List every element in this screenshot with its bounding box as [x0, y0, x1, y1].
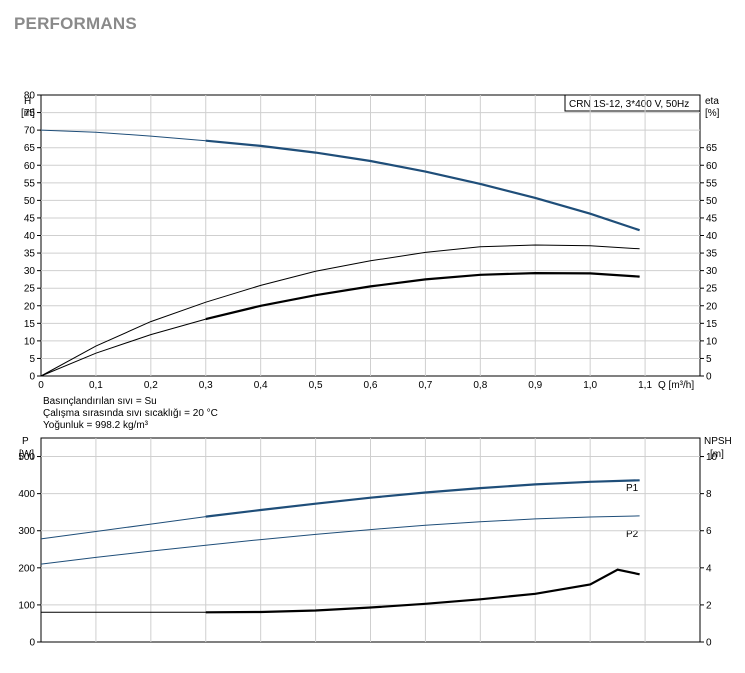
- series-label-p1: P1: [626, 483, 639, 494]
- chart1-model-box: [564, 94, 701, 112]
- chart2-ylabel-left-2: [W]: [19, 449, 34, 460]
- chart1-ytick-left-label: 65: [24, 143, 36, 154]
- chart1-ytick-right-label: 65: [706, 143, 718, 154]
- chart1-ytick-right-label: 45: [706, 213, 718, 224]
- chart2-series-1-operating-range: [205, 479, 640, 518]
- chart2-ytick-left-label: 0: [29, 638, 35, 649]
- chart2-ytick-right-label: 0: [706, 638, 712, 649]
- chart2-series-2-line: [40, 515, 640, 565]
- chart1-ytick-right-label: 60: [706, 161, 718, 172]
- page-title: PERFORMANS: [14, 14, 137, 33]
- chart1-ytick-left-label: 40: [24, 231, 36, 242]
- chart1-xtick-label: 0,5: [309, 380, 323, 391]
- chart2-ylabel-right-1: NPSH: [704, 436, 732, 447]
- chart1-series-2-line: [40, 244, 640, 377]
- chart2-series-3-operating-range: [205, 568, 640, 614]
- chart1-ytick-right-label: 20: [706, 301, 718, 312]
- chart1-xtick-label: 0,2: [144, 380, 158, 391]
- chart1-ytick-left-label: 60: [24, 161, 36, 172]
- chart1-xtick-label: 0,9: [528, 380, 542, 391]
- chart1-series-3-operating-range: [205, 271, 640, 321]
- chart1-ytick-left-label: 70: [24, 126, 36, 137]
- chart1-ytick-left-label: 5: [29, 354, 35, 365]
- chart1-ytick-right-label: 15: [706, 319, 718, 330]
- chart1-xtick-label: 0,3: [199, 380, 213, 391]
- chart1-note-2: Çalışma sırasında sıvı sıcaklığı = 20 °C: [43, 408, 218, 419]
- chart1-xtick-label: 1,1: [638, 380, 652, 391]
- chart1-note-1: Basınçlandırılan sıvı = Su: [43, 396, 157, 407]
- chart1-xtick-label: 0: [38, 380, 44, 391]
- chart1-ytick-left-label: 30: [24, 266, 36, 277]
- chart1-series-1-operating-range: [205, 139, 640, 232]
- chart1-ytick-left-label: 15: [24, 319, 36, 330]
- chart1-ytick-right-label: 10: [706, 336, 718, 347]
- chart2-ytick-right-label: 2: [706, 600, 712, 611]
- chart1-ylabel-right-1: eta: [705, 96, 719, 107]
- chart2-ytick-left-label: 300: [18, 526, 35, 537]
- chart2-ytick-left-label: 100: [18, 600, 35, 611]
- chart1-ytick-left-label: 55: [24, 178, 36, 189]
- chart1-xtick-label: 0,6: [364, 380, 378, 391]
- chart1-ytick-left-label: 75: [24, 108, 36, 119]
- chart2-ytick-right-label: 8: [706, 489, 712, 500]
- chart2-ytick-left-label: 400: [18, 489, 35, 500]
- chart1-ylabel-left-1: H: [24, 96, 31, 107]
- chart1-ytick-left-label: 50: [24, 196, 36, 207]
- chart1-ytick-right-label: 30: [706, 266, 718, 277]
- chart1-ytick-right-label: 35: [706, 249, 718, 260]
- chart1-xtick-label: 0,7: [418, 380, 432, 391]
- chart2-ytick-left-label: 500: [18, 452, 35, 463]
- chart1-xtick-label: 0,4: [254, 380, 268, 391]
- chart1-xlabel: Q [m³/h]: [658, 380, 694, 391]
- chart1-ytick-right-label: 50: [706, 196, 718, 207]
- chart2-ytick-right-label: 10: [706, 452, 718, 463]
- chart1-model-label: CRN 1S-12, 3*400 V, 50Hz: [569, 99, 689, 110]
- chart1-ytick-left-label: 25: [24, 284, 36, 295]
- chart1-ytick-left-label: 45: [24, 213, 36, 224]
- chart1-ytick-right-label: 0: [706, 372, 712, 383]
- chart1-series-1-line: [40, 129, 640, 231]
- chart1-note-3: Yoğunluk = 998.2 kg/m³: [43, 420, 149, 431]
- chart2-ylabel-right-2: [m]: [710, 449, 724, 460]
- chart2-ytick-right-label: 6: [706, 526, 712, 537]
- chart1-ytick-left-label: 20: [24, 301, 36, 312]
- chart1-ylabel-right-2: [%]: [705, 108, 720, 119]
- chart1-ytick-left-label: 10: [24, 336, 36, 347]
- chart2-ytick-right-label: 4: [706, 563, 712, 574]
- chart2-ytick-left-label: 200: [18, 563, 35, 574]
- chart2-ylabel-left-1: P: [22, 436, 29, 447]
- chart1-xtick-label: 0,8: [473, 380, 487, 391]
- chart1-ytick-right-label: 25: [706, 284, 718, 295]
- chart1-xtick-label: 0,1: [89, 380, 103, 391]
- chart1-ytick-right-label: 5: [706, 354, 712, 365]
- chart2-series-1-line: [40, 479, 640, 540]
- chart1-ylabel-left-2: [m]: [21, 108, 35, 119]
- chart1-ytick-right-label: 40: [706, 231, 718, 242]
- chart1-ytick-left-label: 35: [24, 249, 36, 260]
- series-label-p2: P2: [626, 529, 639, 540]
- chart1-ytick-right-label: 55: [706, 178, 718, 189]
- chart1-ytick-left-label: 0: [29, 372, 35, 383]
- chart1-xtick-label: 1,0: [583, 380, 597, 391]
- chart1-ytick-left-label: 80: [24, 91, 36, 102]
